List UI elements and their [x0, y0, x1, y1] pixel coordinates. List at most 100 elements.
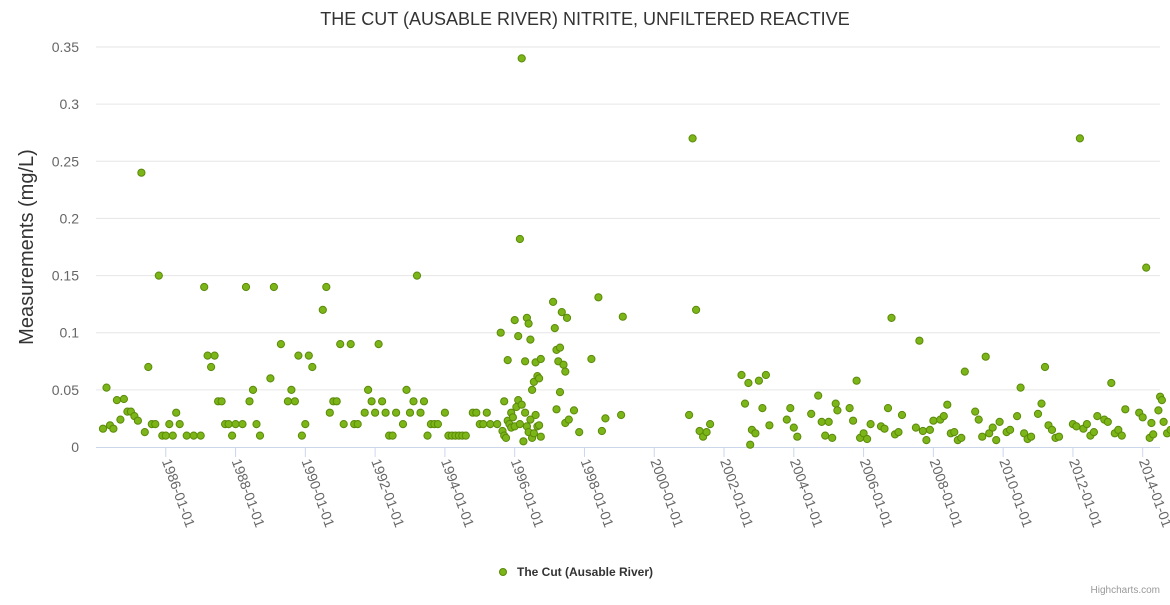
data-point	[502, 434, 509, 441]
data-point	[537, 355, 544, 362]
x-tick-label: 1986-01-01	[159, 457, 199, 530]
x-tick-label: 1990-01-01	[299, 457, 339, 530]
data-point	[382, 409, 389, 416]
data-point	[1148, 419, 1155, 426]
data-point	[919, 427, 926, 434]
data-point	[291, 398, 298, 405]
data-point	[166, 421, 173, 428]
data-point	[520, 438, 527, 445]
data-point	[884, 405, 891, 412]
data-point	[881, 425, 888, 432]
data-point	[242, 283, 249, 290]
data-point	[850, 417, 857, 424]
y-tick-label: 0.15	[52, 268, 79, 284]
data-point	[1158, 397, 1165, 404]
data-point	[190, 432, 197, 439]
data-point	[762, 371, 769, 378]
data-point	[556, 389, 563, 396]
data-point	[979, 433, 986, 440]
data-point	[752, 430, 759, 437]
data-point	[536, 375, 543, 382]
data-point	[1055, 433, 1062, 440]
data-point	[818, 418, 825, 425]
data-point	[176, 421, 183, 428]
data-point	[916, 337, 923, 344]
data-point	[413, 272, 420, 279]
data-point	[246, 398, 253, 405]
data-point	[738, 371, 745, 378]
data-point	[588, 355, 595, 362]
data-point	[1014, 413, 1021, 420]
data-point	[864, 435, 871, 442]
data-point	[529, 386, 536, 393]
data-point	[365, 386, 372, 393]
data-point	[989, 424, 996, 431]
legend-label[interactable]: The Cut (Ausable River)	[517, 565, 653, 579]
data-point	[558, 309, 565, 316]
data-point	[288, 386, 295, 393]
data-point	[305, 352, 312, 359]
y-tick-label: 0	[71, 439, 79, 455]
data-point	[218, 398, 225, 405]
data-point	[530, 430, 537, 437]
y-tick-label: 0.2	[60, 210, 80, 226]
data-point	[815, 392, 822, 399]
data-point	[1108, 379, 1115, 386]
data-point	[516, 235, 523, 242]
data-point	[993, 437, 1000, 444]
data-point	[326, 409, 333, 416]
chart-credit[interactable]: Highcharts.com	[1091, 585, 1160, 596]
data-point	[319, 306, 326, 313]
data-point	[518, 55, 525, 62]
data-point	[424, 432, 431, 439]
data-point	[829, 434, 836, 441]
data-point	[982, 353, 989, 360]
data-point	[940, 413, 947, 420]
legend[interactable]: The Cut (Ausable River)	[500, 565, 654, 579]
x-tick-label: 1988-01-01	[229, 457, 269, 530]
data-point	[898, 411, 905, 418]
data-point	[766, 422, 773, 429]
data-point	[787, 405, 794, 412]
data-point	[204, 352, 211, 359]
data-point	[173, 409, 180, 416]
scatter-points	[99, 55, 1170, 449]
data-point	[393, 409, 400, 416]
data-point	[912, 424, 919, 431]
x-tick-label: 2008-01-01	[927, 457, 967, 530]
data-point	[1007, 426, 1014, 433]
data-point	[553, 406, 560, 413]
data-point	[536, 422, 543, 429]
data-point	[930, 417, 937, 424]
data-point	[497, 329, 504, 336]
data-point	[211, 352, 218, 359]
data-point	[867, 421, 874, 428]
data-point	[197, 432, 204, 439]
data-point	[417, 409, 424, 416]
data-point	[389, 432, 396, 439]
x-tick-label: 2010-01-01	[996, 457, 1036, 530]
x-tick-label: 1996-01-01	[508, 457, 548, 530]
data-point	[745, 379, 752, 386]
chart-title: THE CUT (AUSABLE RIVER) NITRITE, UNFILTE…	[320, 9, 849, 29]
data-point	[832, 400, 839, 407]
data-point	[420, 398, 427, 405]
grid-lines	[96, 47, 1160, 390]
data-point	[256, 432, 263, 439]
data-point	[783, 416, 790, 423]
data-point	[1028, 433, 1035, 440]
data-point	[277, 341, 284, 348]
data-point	[1143, 264, 1150, 271]
data-point	[822, 432, 829, 439]
data-point	[267, 375, 274, 382]
x-tick-label: 1994-01-01	[438, 457, 478, 530]
data-point	[1041, 363, 1048, 370]
x-tick-label: 2000-01-01	[647, 457, 687, 530]
data-point	[565, 416, 572, 423]
data-point	[741, 400, 748, 407]
data-point	[169, 432, 176, 439]
data-point	[1038, 400, 1045, 407]
data-point	[410, 398, 417, 405]
